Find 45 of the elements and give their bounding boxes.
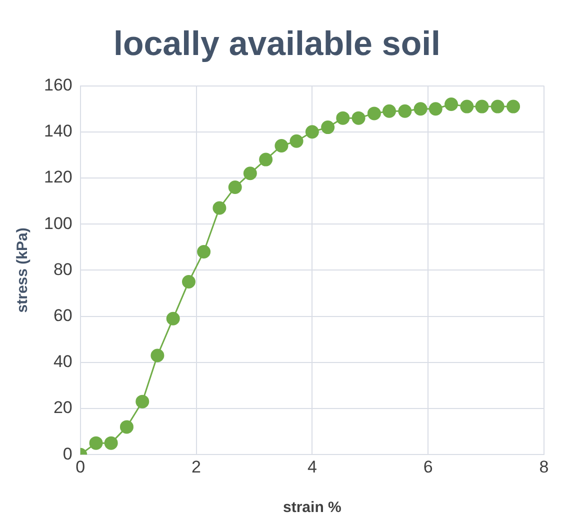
- point: [89, 436, 103, 450]
- point: [444, 97, 458, 111]
- point: [259, 152, 273, 166]
- y-tick-label: 140: [44, 122, 72, 141]
- point: [460, 100, 474, 114]
- x-tick-label: 6: [423, 457, 433, 476]
- y-axis-title: stress (kPa): [14, 228, 32, 313]
- point: [367, 106, 381, 120]
- point: [414, 102, 428, 116]
- point: [382, 104, 396, 118]
- chart-title: locally available soil: [114, 24, 440, 63]
- point: [305, 125, 319, 139]
- point: [506, 100, 520, 114]
- point: [490, 100, 504, 114]
- x-tick-label: 0: [76, 457, 86, 476]
- y-tick-label: 40: [53, 352, 72, 372]
- point: [104, 436, 118, 450]
- y-tick-label: 160: [44, 75, 72, 94]
- y-tick-label: 20: [53, 398, 72, 418]
- point: [352, 111, 366, 125]
- y-tick-label: 0: [62, 444, 72, 464]
- y-tick-label: 120: [44, 168, 72, 187]
- point: [398, 104, 412, 118]
- point: [120, 420, 134, 434]
- x-axis-title: strain %: [283, 499, 342, 516]
- point: [290, 134, 304, 148]
- point: [150, 348, 164, 362]
- y-tick-label: 100: [44, 214, 72, 233]
- point: [136, 394, 150, 408]
- x-tick-label: 8: [539, 457, 549, 476]
- point: [197, 245, 211, 259]
- point: [166, 312, 180, 326]
- x-tick-label: 2: [192, 457, 202, 476]
- point: [182, 274, 196, 288]
- x-tick-label: 4: [307, 457, 317, 476]
- point: [321, 120, 335, 134]
- point: [243, 166, 257, 180]
- point: [336, 111, 350, 125]
- point: [274, 138, 288, 152]
- point: [212, 201, 226, 215]
- y-tick-label: 60: [53, 306, 72, 325]
- point: [428, 102, 442, 116]
- point: [228, 180, 242, 194]
- y-tick-label: 80: [53, 260, 72, 279]
- point: [475, 100, 489, 114]
